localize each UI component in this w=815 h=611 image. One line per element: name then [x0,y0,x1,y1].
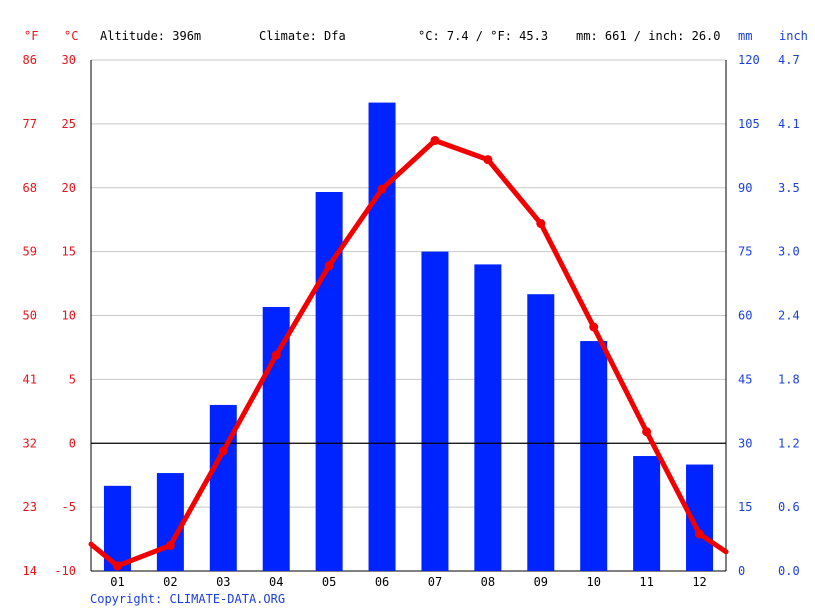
celsius-unit-label: °C [64,29,79,43]
fahrenheit-tick-label: 50 [23,309,37,323]
inch-tick-label: 0.6 [778,500,800,514]
mm-tick-label: 120 [738,53,760,67]
celsius-tick-label: 5 [69,372,76,386]
precipitation-bar [421,251,449,571]
mm-tick-label: 60 [738,309,752,323]
fahrenheit-unit-label: °F [24,29,39,43]
month-label: 01 [110,575,124,589]
temperature-point [377,184,387,194]
fahrenheit-tick-label: 68 [23,181,37,195]
mm-tick-label: 15 [738,500,752,514]
inch-tick-label: 0.0 [778,564,800,578]
precipitation-bar [474,264,502,571]
mm-tick-label: 0 [738,564,745,578]
temperature-point [218,446,228,456]
mm-tick-label: 90 [738,181,752,195]
precipitation-bar [156,473,184,571]
inch-tick-label: 1.8 [778,372,800,386]
climate-label: Climate: Dfa [259,29,346,43]
month-label: 03 [216,575,230,589]
celsius-tick-label: 10 [62,309,76,323]
celsius-tick-label: 25 [62,117,76,131]
mm-tick-label: 45 [738,372,752,386]
temperature-point [536,219,546,229]
temperature-point [642,427,652,437]
fahrenheit-tick-label: 77 [23,117,37,131]
temperature-point [589,322,599,332]
precipitation-bar [580,341,608,571]
fahrenheit-tick-label: 41 [23,372,37,386]
celsius-tick-label: 15 [62,245,76,259]
mm-unit-label: mm [738,29,753,43]
temperature-point [112,561,122,571]
celsius-tick-label: 0 [69,436,76,450]
celsius-tick-label: 20 [62,181,76,195]
altitude-label: Altitude: 396m [100,29,202,43]
temperature-point [695,529,705,539]
inch-tick-label: 2.4 [778,309,800,323]
inch-unit-label: inch [779,29,808,43]
mm-tick-label: 75 [738,245,752,259]
inch-tick-label: 1.2 [778,436,800,450]
temperature-point [271,350,281,360]
month-label: 10 [586,575,600,589]
temperature-point [324,261,334,271]
fahrenheit-tick-label: 32 [23,436,37,450]
temperature-line-group [88,135,729,571]
temperature-line [88,137,729,569]
mm-tick-label: 105 [738,117,760,131]
temperature-point [165,540,175,550]
month-label: 07 [428,575,442,589]
precipitation-bar [633,456,661,571]
month-label: 04 [269,575,283,589]
month-label: 05 [322,575,336,589]
fahrenheit-tick-label: 14 [23,564,37,578]
precipitation-bar [527,294,555,571]
month-label: 02 [163,575,177,589]
inch-tick-label: 3.0 [778,245,800,259]
precipitation-bar [368,102,396,571]
copyright-link[interactable]: Copyright: CLIMATE-DATA.ORG [90,592,286,606]
precipitation-summary: mm: 661 / inch: 26.0 [576,29,721,43]
fahrenheit-tick-label: 59 [23,245,37,259]
month-label: 12 [692,575,706,589]
celsius-tick-label: -5 [62,500,76,514]
inch-tick-label: 3.5 [778,181,800,195]
precipitation-bar [262,306,290,571]
inch-tick-label: 4.1 [778,117,800,131]
axis-labels: 86 30 120 4.777 25 105 4.168 20 90 3.559 15 75 3.050… [23,53,800,589]
celsius-tick-label: 30 [62,53,76,67]
grid-lines [90,59,727,572]
fahrenheit-tick-label: 23 [23,500,37,514]
inch-tick-label: 4.7 [778,53,800,67]
month-label: 08 [481,575,495,589]
temperature-summary: °C: 7.4 / °F: 45.3 [418,29,549,43]
temperature-point [430,135,440,145]
celsius-tick-label: -10 [54,564,76,578]
temperature-point [483,155,493,165]
precipitation-bars [103,102,714,571]
month-label: 06 [375,575,389,589]
mm-tick-label: 30 [738,436,752,450]
month-label: 09 [534,575,548,589]
month-label: 11 [639,575,653,589]
fahrenheit-tick-label: 86 [23,53,37,67]
